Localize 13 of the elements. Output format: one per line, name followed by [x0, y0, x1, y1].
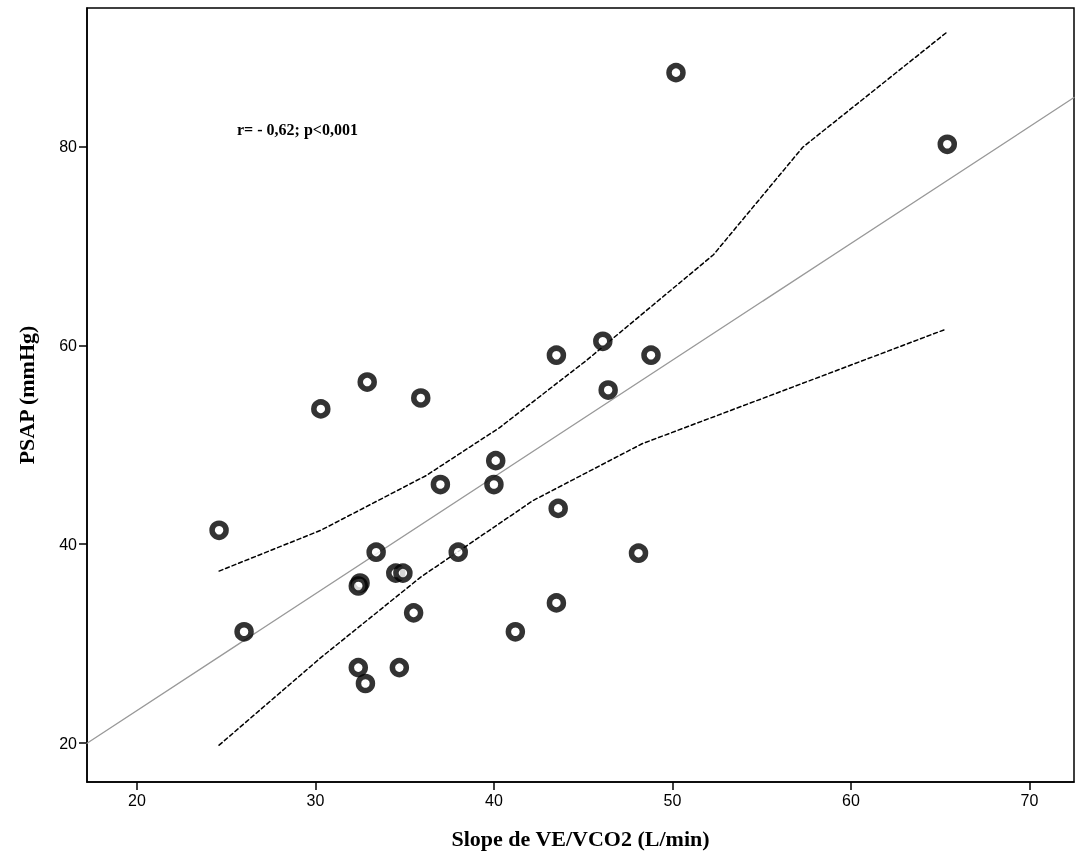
y-axis-title: PSAP (mmHg) — [13, 325, 39, 465]
x-tick-label: 70 — [1020, 791, 1039, 809]
x-tick-label: 30 — [306, 791, 325, 809]
x-tick-label: 50 — [663, 791, 682, 809]
x-axis-title: Slope de VE/VCO2 (L/min) — [451, 825, 710, 851]
y-tick-label: 80 — [59, 137, 78, 155]
x-tick-label: 20 — [128, 791, 146, 809]
y-tick-label: 60 — [59, 336, 78, 354]
y-tick-label: 40 — [59, 535, 78, 553]
x-tick-label: 60 — [842, 791, 860, 809]
y-tick-label: 20 — [59, 734, 78, 752]
annotation: r= - 0,62; p<0,001 — [237, 120, 358, 139]
x-tick-label: 40 — [485, 791, 503, 809]
